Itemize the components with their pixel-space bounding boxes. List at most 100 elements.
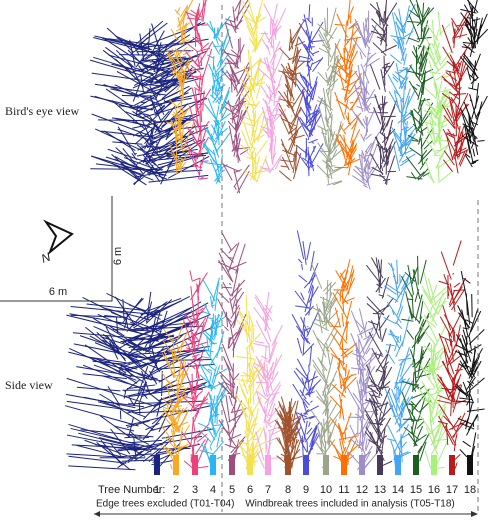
branch xyxy=(100,130,156,138)
branch xyxy=(118,331,148,349)
branch xyxy=(430,288,449,310)
branch xyxy=(216,330,225,358)
branch xyxy=(344,44,355,69)
branch xyxy=(459,56,479,78)
branch xyxy=(429,119,436,144)
branch xyxy=(472,26,477,49)
branch xyxy=(285,84,295,101)
branch xyxy=(373,107,382,125)
branch xyxy=(281,143,290,155)
branch xyxy=(210,319,215,328)
branch xyxy=(329,417,344,435)
branch xyxy=(172,337,176,361)
branch xyxy=(301,122,314,137)
branch xyxy=(254,324,256,327)
branch xyxy=(321,369,330,393)
branch xyxy=(307,94,311,96)
branch xyxy=(213,150,221,177)
branch xyxy=(156,105,166,113)
branch xyxy=(171,348,176,375)
branch xyxy=(342,373,357,380)
branch xyxy=(465,377,485,395)
branch xyxy=(153,44,158,49)
branch xyxy=(321,419,331,439)
branch xyxy=(241,402,254,416)
branch xyxy=(375,277,386,293)
branch xyxy=(398,363,413,382)
branch xyxy=(328,355,334,374)
branch xyxy=(343,112,362,131)
tree xyxy=(423,10,452,184)
branch xyxy=(469,392,475,404)
branch xyxy=(365,133,372,140)
branch xyxy=(113,425,135,432)
branch xyxy=(66,400,136,412)
branch xyxy=(419,414,435,437)
branch xyxy=(416,171,425,179)
branch xyxy=(128,304,147,312)
branch xyxy=(376,305,390,314)
branch xyxy=(68,465,136,471)
branch xyxy=(344,321,350,331)
branch xyxy=(217,169,225,176)
branch xyxy=(364,18,370,43)
branch xyxy=(344,78,360,89)
branch xyxy=(312,438,327,458)
branch xyxy=(230,279,246,296)
branch xyxy=(425,36,436,61)
branch xyxy=(177,121,191,130)
branch xyxy=(448,91,461,101)
branch xyxy=(159,110,170,123)
branch xyxy=(417,148,433,165)
branch xyxy=(206,335,210,352)
branch xyxy=(375,353,389,373)
branch xyxy=(365,115,369,133)
branch xyxy=(435,300,447,310)
branch xyxy=(465,127,472,145)
branch xyxy=(303,398,310,406)
branch xyxy=(377,352,382,360)
tree xyxy=(239,0,268,183)
branch xyxy=(385,24,388,52)
branch xyxy=(425,427,439,456)
branch xyxy=(347,148,357,164)
branch xyxy=(291,314,309,344)
branch xyxy=(199,307,204,312)
branch xyxy=(343,366,347,374)
branch xyxy=(160,384,212,401)
branch xyxy=(173,103,182,130)
branch xyxy=(206,427,216,441)
branch xyxy=(127,60,144,89)
branch xyxy=(361,422,369,453)
branch xyxy=(127,433,150,445)
branch xyxy=(409,349,416,365)
branch xyxy=(211,366,217,384)
branch xyxy=(125,111,150,122)
branch xyxy=(303,420,308,443)
branch xyxy=(236,355,255,360)
branch xyxy=(428,362,431,381)
branch xyxy=(195,282,202,293)
branch xyxy=(160,155,176,185)
branch xyxy=(157,310,168,339)
branch xyxy=(269,423,277,441)
branch xyxy=(325,330,338,352)
branch xyxy=(311,321,330,332)
branch xyxy=(346,387,364,416)
branch xyxy=(228,243,238,254)
branch xyxy=(438,280,450,285)
branch xyxy=(423,314,438,342)
branch xyxy=(230,287,243,301)
branch xyxy=(225,22,239,30)
branch xyxy=(150,98,162,123)
branch xyxy=(227,120,238,132)
branch xyxy=(107,386,121,406)
branch xyxy=(399,159,410,167)
branch xyxy=(191,87,200,115)
branch xyxy=(208,372,213,387)
branch xyxy=(256,390,269,402)
branch xyxy=(415,357,431,384)
branch xyxy=(178,345,183,355)
branch xyxy=(188,380,196,411)
branch xyxy=(207,364,217,372)
